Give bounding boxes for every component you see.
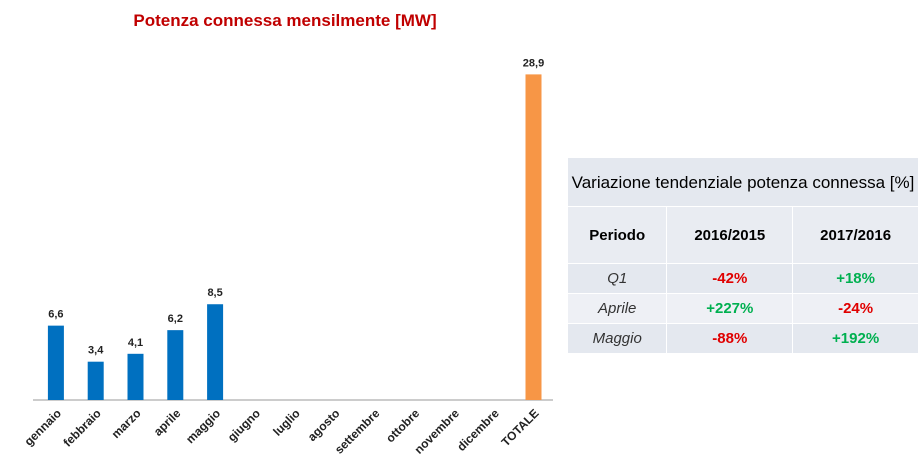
bar bbox=[127, 353, 144, 400]
table-cell: Q1 bbox=[566, 263, 668, 294]
table-cell: +192% bbox=[792, 323, 919, 354]
bar bbox=[87, 361, 104, 400]
value-label: 6,6 bbox=[48, 309, 63, 321]
x-tick-label: marzo bbox=[109, 406, 144, 441]
x-tick-label: gennaio bbox=[22, 406, 64, 448]
x-tick-label: luglio bbox=[270, 406, 303, 439]
x-tick-label: agosto bbox=[305, 406, 343, 444]
table-row: Q1 -42% +18% bbox=[566, 263, 919, 294]
table-row: Maggio -88% +192% bbox=[566, 323, 919, 354]
header-cell: 2016/2015 bbox=[666, 206, 794, 264]
value-label: 4,1 bbox=[128, 337, 143, 349]
x-tick-label: ottobre bbox=[383, 406, 422, 445]
x-tick-label: febbraio bbox=[60, 406, 103, 449]
table-cell: -42% bbox=[666, 263, 794, 294]
header-cell: 2017/2016 bbox=[792, 206, 919, 264]
value-label: 8,5 bbox=[207, 287, 222, 299]
table-cell: Maggio bbox=[566, 323, 668, 354]
x-tick-label: giugno bbox=[225, 406, 263, 444]
x-tick-label: maggio bbox=[183, 406, 223, 446]
bar bbox=[207, 304, 224, 400]
bar bbox=[167, 330, 184, 400]
table-cell: -24% bbox=[792, 293, 919, 324]
chart-title: Potenza connessa mensilmente [MW] bbox=[133, 11, 436, 30]
bar bbox=[47, 325, 64, 400]
header-cell: Periodo bbox=[566, 206, 668, 264]
table-cell: +227% bbox=[666, 293, 794, 324]
value-label: 28,9 bbox=[523, 57, 544, 69]
table-body: Variazione tendenziale potenza connessa … bbox=[566, 157, 919, 354]
table-cell: +18% bbox=[792, 263, 919, 294]
value-label: 3,4 bbox=[88, 345, 104, 357]
variation-table: Variazione tendenziale potenza connessa … bbox=[566, 157, 919, 354]
x-tick-label: dicembre bbox=[454, 406, 502, 454]
value-label: 6,2 bbox=[168, 313, 183, 325]
x-tick-label: TOTALE bbox=[499, 406, 542, 449]
table-title: Variazione tendenziale potenza connessa … bbox=[567, 157, 919, 207]
bar bbox=[525, 74, 542, 400]
table-cell: Aprile bbox=[566, 293, 668, 324]
table-cell: -88% bbox=[666, 323, 794, 354]
table-row: Aprile +227% -24% bbox=[566, 293, 919, 324]
x-tick-label: aprile bbox=[151, 406, 184, 439]
chart: Potenza connessa mensilmente [MW] gennai… bbox=[22, 11, 553, 457]
